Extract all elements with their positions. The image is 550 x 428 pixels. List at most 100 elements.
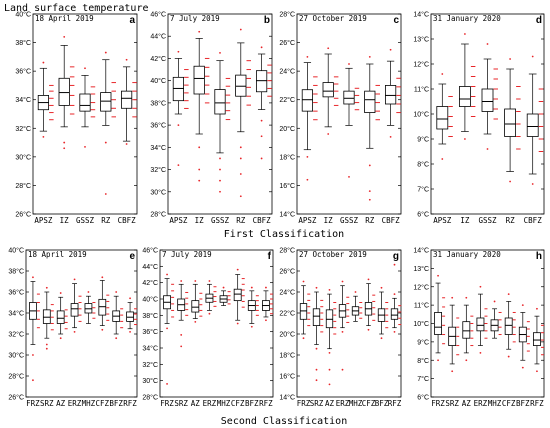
panel-date: 18 April 2019 (35, 14, 94, 23)
category-label: APSZ (34, 216, 53, 225)
box-GSSZ (343, 63, 360, 178)
outlier-point (198, 168, 201, 171)
box-RZ (235, 28, 251, 198)
outlier-point (236, 268, 239, 271)
category-label: RFZ (388, 399, 402, 408)
panel-frame (430, 249, 545, 398)
box-CFZ (504, 293, 516, 358)
category-label: GSSZ (340, 216, 359, 225)
y-tick-label: 14°C (279, 394, 295, 402)
y-tick-label: 6°C (417, 211, 429, 219)
outlier-point (451, 370, 454, 373)
panel-d: 6°C 7°C 8°C 9°C 10°C 11°C 12°C 13°C 14°C 31 Janua… (413, 11, 545, 225)
y-tick-label: 30°C (142, 377, 158, 385)
outlier-point (177, 124, 180, 127)
outlier-point (129, 331, 131, 333)
outlier-point (115, 337, 118, 340)
y-tick-label: 24°C (279, 289, 295, 297)
outlier-point (464, 33, 466, 35)
box-ERZ (476, 285, 488, 354)
y-tick-label: 9°C (417, 136, 429, 144)
box-MHZ (219, 286, 231, 306)
y-tick-label: 38°C (8, 268, 24, 276)
outlier-point (236, 322, 239, 325)
outlier-point (219, 179, 221, 182)
outlier-point (198, 179, 201, 182)
box-RFZ (262, 286, 273, 322)
category-label: SRZ (174, 399, 188, 408)
panel-letter: e (129, 251, 135, 262)
outlier-point (73, 331, 76, 333)
box-CFZ (233, 268, 245, 325)
category-label: ERZ (474, 399, 488, 408)
y-tick-label: 14°C (413, 247, 429, 255)
outlier-point (354, 291, 357, 293)
category-label: FRZ (160, 399, 174, 408)
y-tick-label: 20°C (279, 331, 295, 339)
category-label: CFZ (362, 399, 376, 408)
panel-letter: c (393, 15, 399, 26)
outlier-point (260, 46, 263, 49)
panel-e: 26°C 28°C 30°C 32°C 34°C 36°C 38°C 40°C 18 April… (8, 247, 138, 408)
outlier-point (451, 296, 454, 299)
category-label: RZ (506, 216, 516, 225)
panel-frame (296, 249, 402, 398)
y-tick-label: 46°C (150, 11, 166, 19)
category-label: CBFZ (253, 216, 272, 225)
outlier-point (63, 141, 66, 144)
y-tick-label: 26°C (279, 39, 295, 47)
second-classification-title: Second Classification (221, 416, 347, 427)
outlier-point (507, 355, 510, 358)
outlier-point (315, 368, 318, 371)
outlier-point (328, 289, 331, 291)
outlier-point (32, 379, 34, 382)
y-tick-label: 8°C (417, 357, 429, 365)
y-tick-label: 44°C (142, 263, 158, 271)
panel-letter: h (536, 251, 542, 262)
y-tick-label: 36°C (150, 122, 166, 130)
box-GSSZ (214, 51, 231, 193)
category-label: ERZ (68, 399, 82, 408)
outlier-point (521, 366, 524, 369)
category-label: SRZ (445, 399, 459, 408)
y-tick-label: 22°C (279, 96, 295, 104)
iqr-box (172, 76, 184, 102)
y-tick-label: 8°C (417, 161, 429, 169)
category-label: CBFZ (524, 216, 543, 225)
box-CBFZ (255, 46, 272, 160)
box-IZ (458, 33, 476, 140)
outlier-point (389, 135, 392, 138)
panel-letter: b (264, 15, 270, 26)
outlier-point (101, 276, 104, 279)
category-label: RFZ (530, 399, 544, 408)
outlier-point (507, 293, 510, 295)
category-label: IZ (460, 216, 470, 225)
y-tick-label: 9°C (417, 338, 429, 346)
y-tick-label: 38°C (15, 39, 31, 47)
outlier-point (327, 47, 330, 50)
box-BFZ (518, 304, 530, 369)
category-label: ERZ (203, 399, 217, 408)
category-label: BFZ (375, 399, 389, 408)
outlier-point (368, 55, 371, 58)
y-tick-label: 10°C (413, 320, 429, 328)
y-tick-label: 26°C (8, 394, 24, 402)
y-tick-label: 18°C (279, 153, 295, 161)
y-tick-label: 13°C (413, 265, 429, 273)
outlier-point (59, 337, 62, 340)
panel-date: 18 April 2019 (28, 250, 87, 259)
outlier-point (306, 55, 309, 58)
box-SRZ (177, 280, 189, 348)
outlier-point (521, 304, 524, 307)
outlier-point (536, 307, 538, 310)
y-tick-label: 7°C (417, 375, 429, 383)
iqr-box (390, 308, 399, 320)
outlier-point (194, 280, 197, 282)
iqr-box (434, 312, 442, 335)
panel-date: 31 January 2020 (433, 14, 501, 23)
y-tick-label: 14°C (413, 11, 429, 19)
outlier-point (260, 157, 263, 160)
y-tick-label: 30°C (15, 153, 31, 161)
iqr-box (70, 303, 79, 317)
outlier-point (328, 368, 331, 371)
